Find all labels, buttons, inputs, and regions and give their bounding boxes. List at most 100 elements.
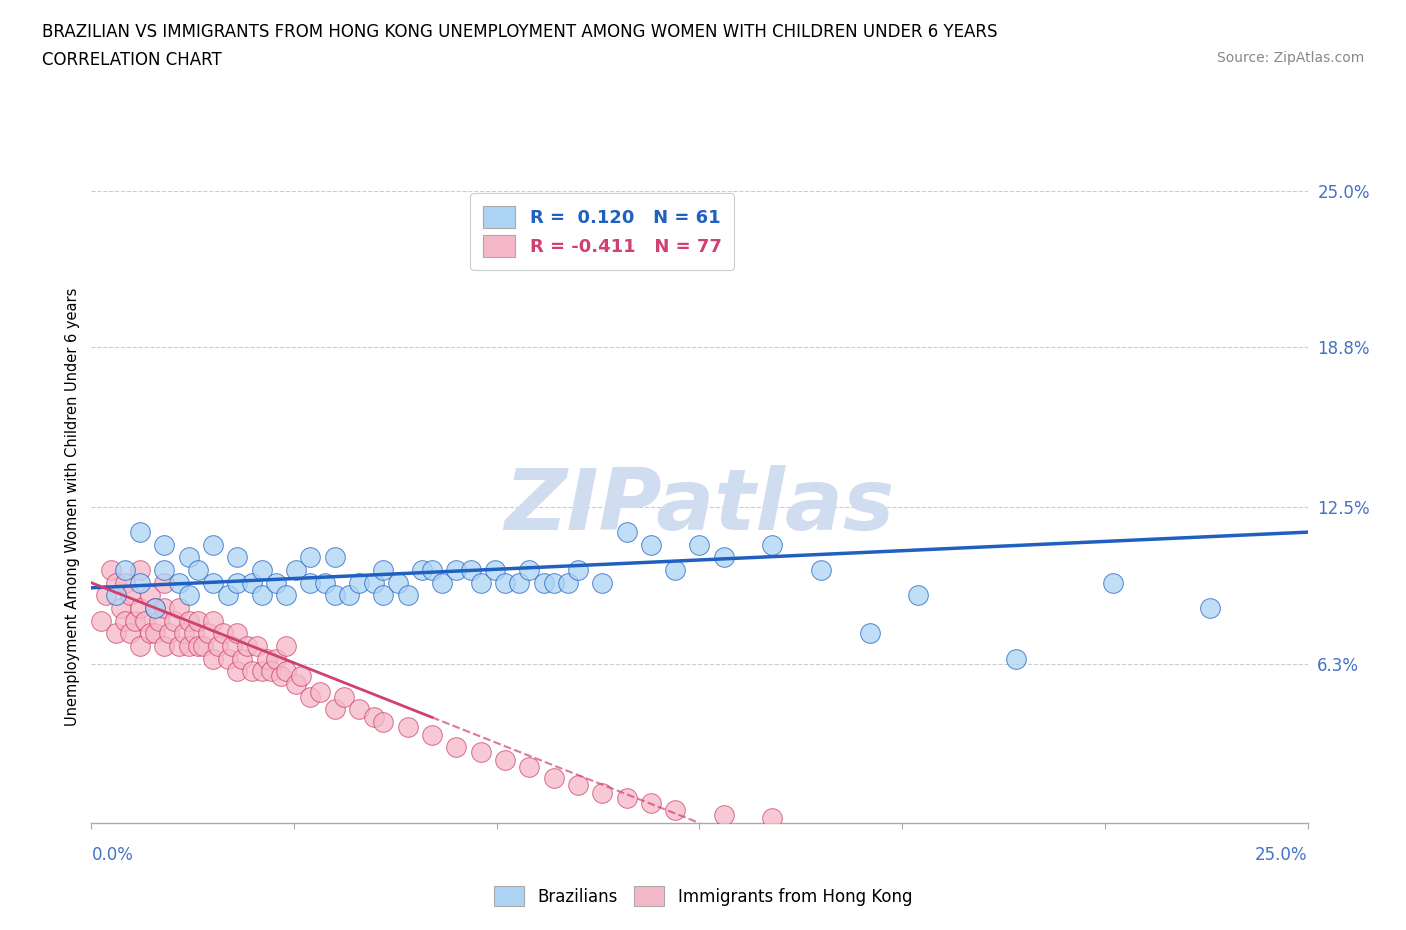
- Point: [314, 576, 336, 591]
- Point: [616, 525, 638, 539]
- Point: [143, 601, 166, 616]
- Point: [153, 576, 176, 591]
- Point: [207, 639, 229, 654]
- Point: [236, 639, 259, 654]
- Point: [167, 601, 190, 616]
- Point: [494, 752, 516, 767]
- Point: [517, 760, 540, 775]
- Point: [226, 626, 249, 641]
- Point: [1004, 651, 1026, 666]
- Point: [129, 563, 152, 578]
- Point: [543, 770, 565, 785]
- Point: [177, 639, 200, 654]
- Point: [470, 576, 492, 591]
- Text: 0.0%: 0.0%: [91, 846, 134, 864]
- Point: [187, 639, 209, 654]
- Point: [173, 626, 195, 641]
- Point: [90, 613, 112, 628]
- Point: [193, 639, 215, 654]
- Point: [363, 710, 385, 724]
- Point: [129, 601, 152, 616]
- Point: [299, 576, 322, 591]
- Point: [153, 538, 176, 552]
- Point: [143, 601, 166, 616]
- Point: [567, 563, 589, 578]
- Point: [110, 601, 132, 616]
- Point: [256, 651, 278, 666]
- Point: [187, 613, 209, 628]
- Point: [226, 664, 249, 679]
- Point: [591, 785, 613, 800]
- Point: [211, 626, 233, 641]
- Point: [420, 563, 443, 578]
- Point: [323, 588, 346, 603]
- Point: [217, 651, 239, 666]
- Point: [430, 576, 453, 591]
- Point: [859, 626, 882, 641]
- Point: [226, 576, 249, 591]
- Point: [284, 563, 307, 578]
- Point: [226, 550, 249, 565]
- Point: [761, 538, 783, 552]
- Point: [240, 576, 263, 591]
- Point: [187, 563, 209, 578]
- Point: [134, 613, 156, 628]
- Point: [664, 563, 686, 578]
- Point: [250, 563, 273, 578]
- Point: [202, 651, 225, 666]
- Point: [197, 626, 219, 641]
- Point: [333, 689, 356, 704]
- Point: [396, 588, 419, 603]
- Point: [309, 684, 332, 699]
- Point: [202, 576, 225, 591]
- Point: [347, 702, 370, 717]
- Point: [148, 613, 170, 628]
- Point: [373, 714, 395, 729]
- Point: [347, 576, 370, 591]
- Point: [120, 626, 142, 641]
- Point: [616, 790, 638, 805]
- Point: [221, 639, 243, 654]
- Point: [396, 720, 419, 735]
- Point: [494, 576, 516, 591]
- Point: [640, 795, 662, 810]
- Point: [104, 626, 127, 641]
- Point: [688, 538, 710, 552]
- Point: [177, 550, 200, 565]
- Point: [470, 745, 492, 760]
- Point: [543, 576, 565, 591]
- Point: [299, 689, 322, 704]
- Text: BRAZILIAN VS IMMIGRANTS FROM HONG KONG UNEMPLOYMENT AMONG WOMEN WITH CHILDREN UN: BRAZILIAN VS IMMIGRANTS FROM HONG KONG U…: [42, 23, 998, 41]
- Point: [143, 626, 166, 641]
- Point: [444, 739, 467, 754]
- Point: [907, 588, 929, 603]
- Point: [163, 613, 186, 628]
- Point: [337, 588, 360, 603]
- Point: [104, 576, 127, 591]
- Point: [177, 613, 200, 628]
- Point: [810, 563, 832, 578]
- Point: [124, 613, 146, 628]
- Point: [167, 576, 190, 591]
- Point: [284, 676, 307, 691]
- Point: [557, 576, 579, 591]
- Point: [104, 588, 127, 603]
- Y-axis label: Unemployment Among Women with Children Under 6 years: Unemployment Among Women with Children U…: [65, 287, 80, 726]
- Point: [260, 664, 283, 679]
- Point: [420, 727, 443, 742]
- Point: [153, 601, 176, 616]
- Point: [323, 550, 346, 565]
- Point: [100, 563, 122, 578]
- Legend: R =  0.120   N = 61, R = -0.411   N = 77: R = 0.120 N = 61, R = -0.411 N = 77: [470, 193, 734, 270]
- Point: [246, 639, 269, 654]
- Point: [460, 563, 482, 578]
- Point: [270, 669, 292, 684]
- Point: [114, 576, 136, 591]
- Point: [517, 563, 540, 578]
- Point: [129, 576, 152, 591]
- Point: [94, 588, 117, 603]
- Point: [139, 626, 162, 641]
- Legend: Brazilians, Immigrants from Hong Kong: Brazilians, Immigrants from Hong Kong: [488, 880, 918, 912]
- Point: [567, 777, 589, 792]
- Point: [240, 664, 263, 679]
